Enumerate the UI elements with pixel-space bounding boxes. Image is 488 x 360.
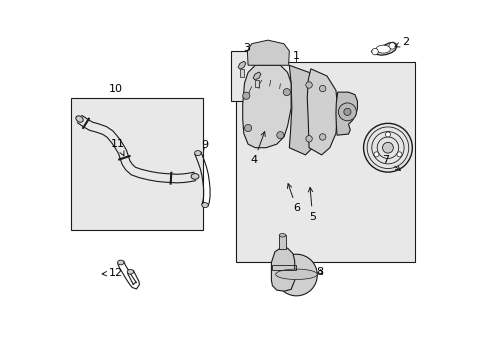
Text: 12: 12: [102, 268, 123, 278]
Polygon shape: [289, 65, 321, 155]
Circle shape: [305, 82, 312, 88]
Polygon shape: [242, 65, 290, 148]
Text: 7: 7: [382, 154, 400, 171]
Text: 5: 5: [307, 188, 315, 221]
Text: 8: 8: [316, 267, 323, 277]
Text: 2: 2: [394, 37, 408, 47]
Text: 6: 6: [287, 184, 299, 213]
Ellipse shape: [202, 203, 208, 208]
Circle shape: [396, 152, 401, 157]
Text: 4: 4: [250, 132, 264, 165]
Ellipse shape: [375, 45, 389, 53]
Bar: [240, 69, 244, 77]
Bar: [70, 98, 203, 230]
Ellipse shape: [76, 116, 83, 122]
Polygon shape: [253, 72, 261, 80]
Ellipse shape: [117, 260, 124, 265]
Circle shape: [382, 142, 392, 153]
Polygon shape: [371, 42, 396, 55]
Ellipse shape: [191, 174, 199, 179]
Polygon shape: [247, 40, 289, 65]
Bar: [235, 62, 414, 262]
Bar: [279, 235, 285, 249]
Text: 10: 10: [108, 84, 122, 94]
Circle shape: [275, 254, 317, 296]
Circle shape: [338, 103, 356, 121]
Circle shape: [305, 135, 312, 142]
Bar: [272, 265, 295, 270]
Text: 11: 11: [111, 139, 125, 156]
Circle shape: [242, 92, 249, 99]
Circle shape: [363, 123, 411, 172]
Ellipse shape: [127, 270, 133, 274]
Circle shape: [319, 134, 325, 140]
Polygon shape: [335, 92, 357, 135]
Bar: [255, 80, 258, 87]
Circle shape: [283, 89, 290, 96]
Polygon shape: [238, 61, 245, 69]
Circle shape: [343, 108, 350, 116]
Circle shape: [276, 132, 284, 139]
Bar: [230, 51, 271, 101]
Circle shape: [244, 125, 251, 132]
Circle shape: [388, 42, 395, 49]
Circle shape: [373, 152, 378, 157]
Circle shape: [371, 48, 378, 55]
Polygon shape: [271, 248, 294, 291]
Ellipse shape: [194, 150, 201, 156]
Text: 1: 1: [292, 51, 299, 61]
Text: 3: 3: [243, 43, 250, 53]
Circle shape: [385, 132, 389, 137]
Ellipse shape: [279, 233, 285, 237]
Ellipse shape: [275, 269, 317, 279]
Polygon shape: [306, 69, 337, 155]
Circle shape: [319, 85, 325, 92]
Text: 9: 9: [201, 140, 207, 150]
